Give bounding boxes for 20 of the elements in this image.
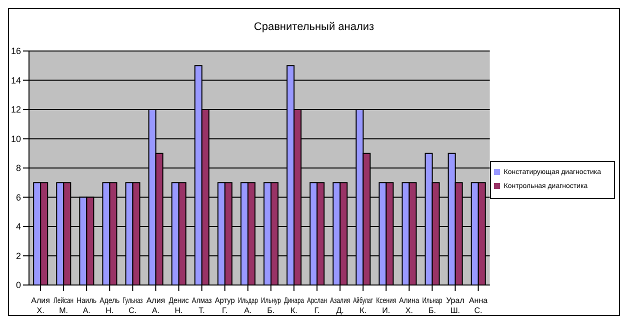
x-tick-label: Алия А. bbox=[146, 296, 166, 315]
x-tick-label: Алмаз Т. bbox=[192, 296, 216, 315]
x-tick-label: Адель Н. bbox=[100, 296, 123, 315]
y-tick-label: 14 bbox=[10, 75, 21, 86]
x-tick-label: Денис Н. bbox=[168, 296, 192, 315]
y-tick-label: 8 bbox=[16, 163, 21, 174]
y-tick-label: 2 bbox=[16, 250, 21, 261]
y-tick-label: 10 bbox=[10, 134, 21, 144]
y-tick-label: 4 bbox=[16, 222, 21, 232]
x-tick-label: Алия Х. bbox=[31, 296, 50, 315]
x-tick-label: Алина Х. bbox=[399, 296, 422, 315]
x-tick-label: Урал Ш. bbox=[446, 296, 465, 315]
y-tick-label: 6 bbox=[16, 192, 21, 202]
y-tick-label: 16 bbox=[10, 46, 21, 56]
y-tick-label: 0 bbox=[16, 280, 21, 290]
x-tick-label: Анна С. bbox=[468, 296, 488, 315]
chart-title: Сравнительный анализ bbox=[252, 20, 376, 35]
x-tick-label: Наиль А. bbox=[76, 296, 100, 315]
x-tick-label: Артур Г. bbox=[214, 296, 237, 315]
y-tick-label: 12 bbox=[10, 104, 21, 115]
